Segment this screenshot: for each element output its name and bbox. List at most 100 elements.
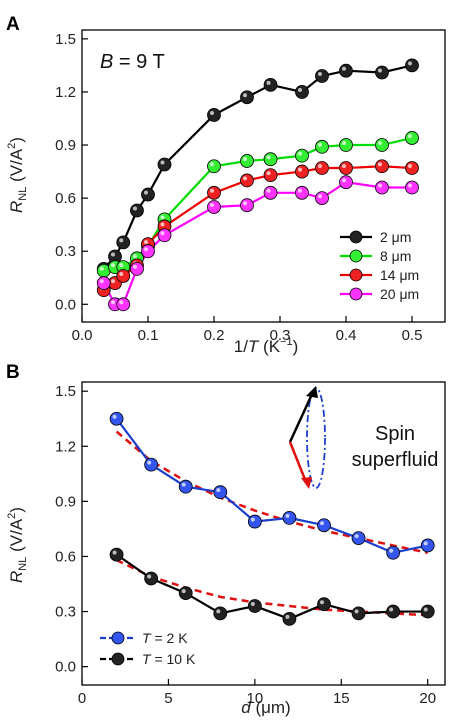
data-point (109, 547, 124, 562)
data-point-highlight (210, 202, 214, 207)
spin-precession-icon (288, 386, 326, 489)
data-point-highlight (389, 548, 394, 553)
x-tick-label: 0 (78, 690, 86, 707)
data-point (130, 203, 144, 218)
data-point-highlight (216, 488, 221, 493)
legend-label-symbol: T (142, 630, 152, 646)
data-point-highlight (320, 600, 324, 605)
data-point-highlight (377, 183, 382, 188)
data-point-highlight (342, 178, 346, 183)
data-point (247, 599, 262, 613)
data-point-highlight (317, 72, 322, 77)
y-tick-label: 1.2 (55, 84, 76, 101)
legend-label: 14 μm (380, 267, 419, 283)
legend-label-symbol: T (142, 651, 152, 667)
spin-arrow-down (288, 441, 308, 483)
panel-b: B RNL (V/A2) d (μm) Spin superfluid (6, 362, 438, 717)
legend-marker (349, 268, 363, 282)
data-point (295, 185, 309, 200)
data-point-highlight (266, 171, 271, 176)
data-point-highlight (342, 66, 346, 71)
data-point (405, 161, 419, 175)
data-point (420, 604, 435, 619)
data-point-highlight (297, 167, 302, 172)
data-point-highlight (266, 155, 271, 160)
data-point (247, 514, 262, 529)
legend-label: T = 10 K (142, 651, 196, 667)
panel-a: A B = 9 T RNL (V/A2) 1/T (K−1) (6, 14, 298, 356)
data-point (295, 148, 309, 163)
data-point-highlight (160, 215, 165, 220)
data-point-highlight (111, 252, 115, 257)
y-tick-label: 0.9 (55, 137, 76, 154)
ylabel-close: ) (7, 507, 26, 513)
data-point-highlight (144, 190, 148, 195)
data-point-highlight (354, 609, 359, 614)
spin-superfluid-label-line2: superfluid (352, 449, 439, 471)
ylabel-symbol: R (7, 571, 26, 583)
panel-b-xlabel: d (μm) (241, 698, 290, 717)
data-point (295, 164, 309, 179)
data-point-highlight (160, 160, 165, 165)
data-point (240, 90, 254, 105)
field-symbol: B (100, 51, 113, 73)
legend-marker (111, 652, 125, 666)
xlabel-close: ) (293, 337, 299, 356)
data-point-highlight (147, 460, 152, 465)
data-point-highlight (250, 602, 255, 607)
panel-b-label: B (6, 362, 20, 383)
data-point-highlight (132, 254, 137, 259)
data-point-highlight (320, 521, 324, 526)
data-point (178, 586, 193, 601)
data-point (420, 538, 435, 553)
ylabel-unit: (V/A (7, 518, 26, 556)
legend-label: T = 2 K (142, 630, 188, 646)
ylabel-sub: NL (17, 187, 29, 201)
y-tick-label: 0.3 (55, 243, 76, 260)
legend-label-value: = 2 K (151, 630, 189, 646)
spin-arrowhead-up (306, 386, 318, 398)
data-point (315, 139, 329, 154)
data-point (282, 611, 297, 626)
fit-curve-0 (115, 430, 428, 555)
panel-a-label: A (6, 14, 20, 35)
data-point-highlight (408, 61, 412, 66)
data-point-highlight (111, 263, 115, 268)
data-point-highlight (377, 162, 382, 167)
data-point (405, 58, 419, 73)
data-point (240, 198, 254, 213)
x-tick-label: 0.2 (204, 327, 225, 344)
data-point (144, 571, 159, 586)
data-point-highlight (132, 206, 137, 211)
data-point (116, 297, 131, 312)
y-tick-label: 1.2 (55, 438, 76, 455)
legend-marker (349, 249, 363, 263)
data-point (317, 518, 331, 533)
data-point-highlight (342, 141, 346, 146)
field-value: = 9 T (113, 51, 164, 73)
series-line-0 (115, 418, 428, 554)
legend: 2 μm 8 μm 14 μm 20 μm (340, 229, 419, 302)
x-tick-label: 0.1 (138, 327, 159, 344)
data-point-highlight (99, 266, 104, 271)
plot-frame (81, 29, 446, 323)
data-point (375, 65, 389, 80)
data-point-highlight (297, 87, 302, 92)
fit-curve-1 (116, 558, 428, 617)
data-point-highlight (423, 607, 428, 612)
data-point-highlight (111, 300, 115, 305)
x-tick-label: 0.5 (402, 327, 423, 344)
xlabel-symbol: T (248, 337, 260, 356)
data-point-highlight (317, 194, 322, 199)
data-point-highlight (408, 183, 412, 188)
data-point (263, 168, 278, 183)
legend-label: 8 μm (380, 248, 411, 264)
y-tick-label: 1.5 (55, 383, 76, 400)
data-point (315, 161, 329, 175)
data-point-highlight (250, 517, 255, 522)
data-point-highlight (112, 414, 117, 419)
xlabel-unit: (μm) (251, 698, 291, 717)
panel-a-field-annotation: B = 9 T (100, 51, 165, 73)
legend-label-value: = 10 K (151, 651, 196, 667)
data-point (351, 606, 366, 621)
